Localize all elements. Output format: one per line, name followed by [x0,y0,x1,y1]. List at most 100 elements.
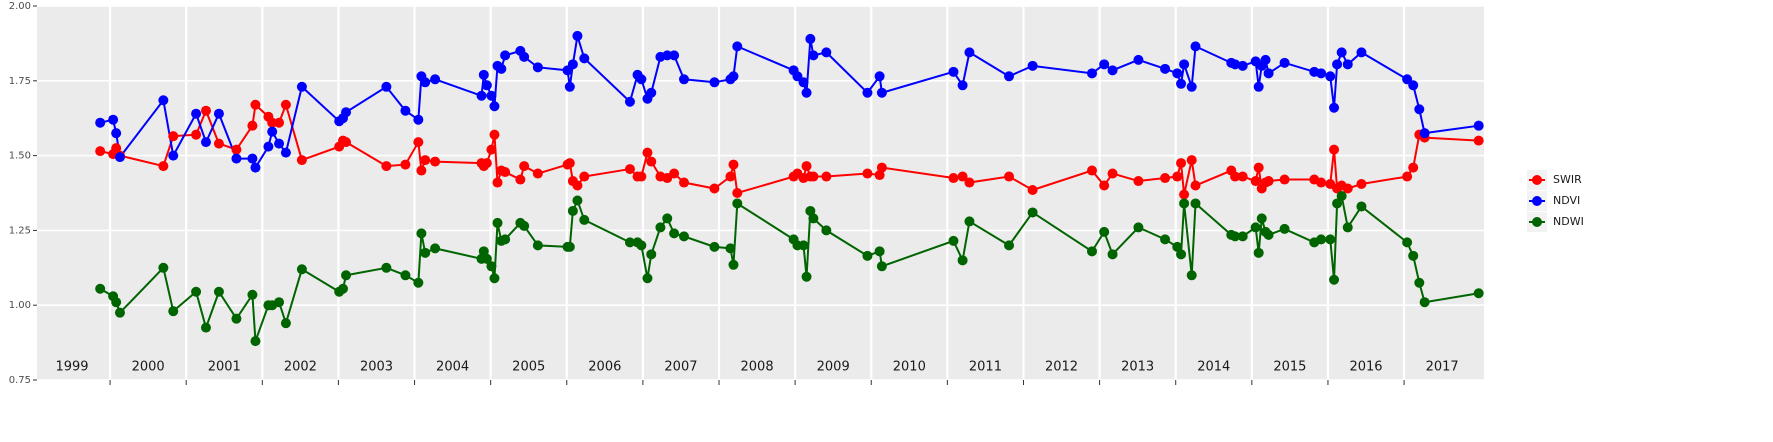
point [274,138,285,149]
point [114,152,125,163]
point [1172,171,1183,182]
point [1408,250,1419,261]
point [728,259,739,270]
point [492,217,503,228]
point [1414,277,1425,288]
point [862,168,873,179]
point [1332,198,1343,209]
point [519,220,530,231]
point [1179,189,1190,200]
point [1230,171,1241,182]
point [481,80,492,91]
point [662,213,673,224]
point [1329,274,1340,285]
point [1160,234,1171,245]
point [709,183,720,194]
year-label: 2003 [360,360,393,375]
point [231,144,242,155]
point [1263,68,1274,79]
point [263,141,274,152]
point [1336,190,1347,201]
year-label: 2004 [436,360,469,375]
point [1325,71,1336,82]
point [420,155,431,166]
point [1316,177,1327,188]
legend-point [1532,175,1542,185]
point [400,105,411,116]
point [500,50,511,61]
point [519,51,530,62]
point [191,129,202,140]
point [1325,234,1336,245]
y-tick-label: 1.00 [9,300,31,311]
point [247,153,258,164]
point [1133,54,1144,65]
point [732,198,743,209]
point [1402,237,1413,248]
y-tick-label: 1.25 [9,225,31,236]
point [341,137,352,148]
point [957,171,968,182]
point [801,271,812,282]
series-line [99,193,1479,342]
point [213,108,224,119]
point [957,255,968,266]
point [1402,171,1413,182]
point [1027,207,1038,218]
point [572,195,583,206]
point [876,261,887,272]
point [486,90,497,101]
point [624,96,635,107]
point [1473,288,1484,299]
point [158,262,169,273]
point [1408,80,1419,91]
point [808,171,819,182]
point [669,50,680,61]
point [1419,297,1430,308]
point [669,228,680,239]
point [1176,78,1187,89]
point [1279,174,1290,185]
point [798,77,809,88]
point [1004,171,1015,182]
point [636,240,647,251]
point [725,243,736,254]
point [489,273,500,284]
y-tick-label: 1.75 [9,76,31,87]
point [1186,81,1197,92]
point [250,99,261,110]
point [1260,54,1271,65]
point [1107,65,1118,76]
point [500,167,511,178]
point [158,95,169,106]
point [274,297,285,308]
point [1160,173,1171,184]
point [532,168,543,179]
point [1473,135,1484,146]
point [964,216,975,227]
point [948,66,959,77]
point [805,205,816,216]
point [111,128,122,139]
point [1356,179,1367,190]
point [1086,68,1097,79]
point [1253,162,1264,173]
point [792,71,803,82]
point [821,171,832,182]
point [430,243,441,254]
point [624,164,635,175]
point [168,150,179,161]
point [1099,59,1110,70]
point [1402,74,1413,85]
point [876,87,887,98]
point [1356,201,1367,212]
point [624,237,635,248]
year-label: 1999 [55,360,88,375]
point [642,273,653,284]
point [496,63,507,74]
point [519,161,530,172]
point [500,234,511,245]
point [801,161,812,172]
point [1230,59,1241,70]
point [158,161,169,172]
